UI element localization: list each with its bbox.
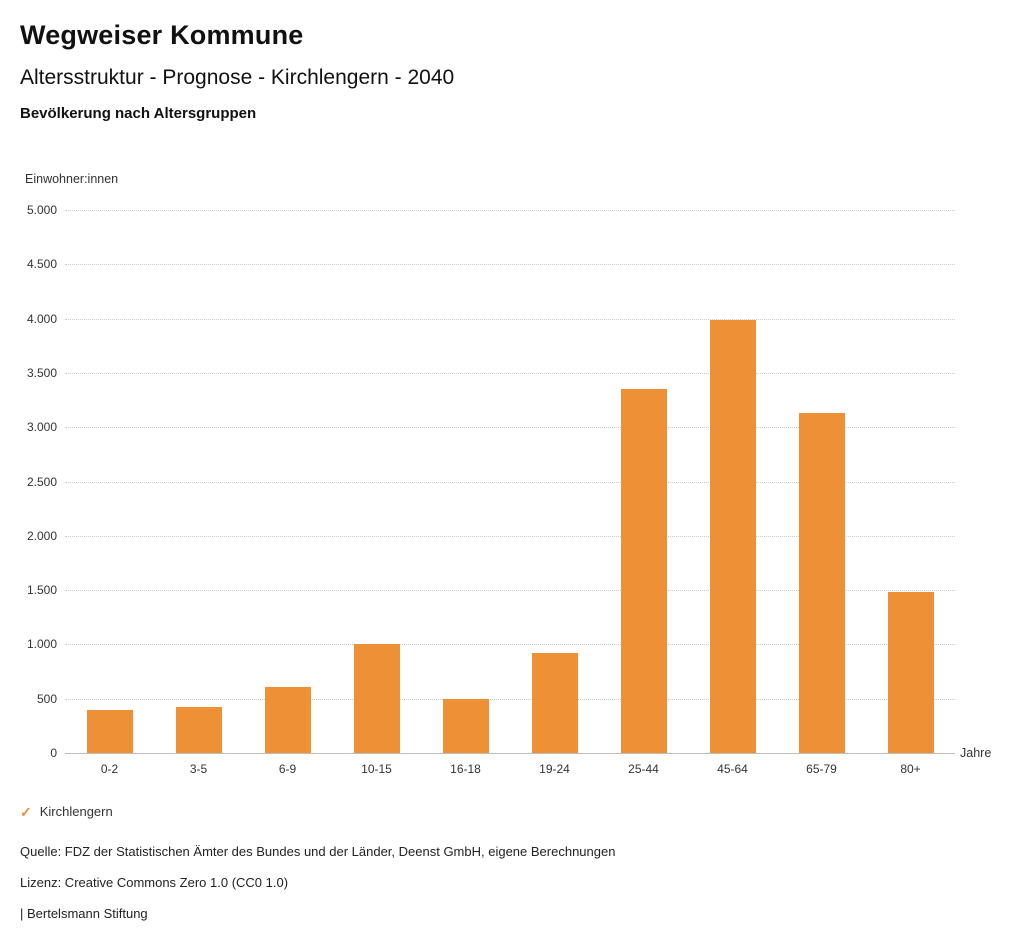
bar-80+[interactable] (887, 592, 934, 753)
y-tick-label: 500 (36, 691, 57, 706)
bar-6-9[interactable] (264, 686, 311, 753)
y-tick-label: 1.000 (26, 637, 57, 652)
grid-line (65, 318, 955, 320)
y-tick-label: 2.500 (26, 474, 57, 489)
x-axis-label: Jahre (960, 746, 992, 760)
y-tick-label: 0 (50, 746, 57, 760)
x-tick-label: 25-44 (628, 762, 659, 776)
x-tick-label: 3-5 (189, 762, 208, 776)
bar-65-79[interactable] (798, 413, 845, 753)
app-title: Wegweiser Kommune (20, 20, 304, 50)
grid-line (65, 210, 955, 211)
y-tick-label: 3.000 (26, 420, 57, 435)
grid-line (65, 535, 955, 537)
y-tick-label: 3.500 (26, 365, 57, 380)
x-tick-label: 6-9 (278, 762, 297, 776)
bar-0-2[interactable] (86, 709, 133, 753)
legend: ✓ Kirchlengern (20, 804, 113, 819)
x-tick-label: 65-79 (806, 762, 837, 776)
x-tick-label: 10-15 (361, 762, 392, 776)
y-tick-label: 1.500 (26, 583, 57, 598)
grid-line (65, 264, 955, 266)
bar-10-15[interactable] (353, 644, 400, 753)
grid-line (65, 372, 955, 374)
grid-line (65, 427, 955, 429)
grid-line (65, 590, 955, 592)
grid-line (65, 481, 955, 483)
grid-line (65, 644, 955, 646)
x-tick-label: 19-24 (539, 762, 570, 776)
page-subtitle: Altersstruktur - Prognose - Kirchlengern… (20, 66, 455, 89)
bar-25-44[interactable] (620, 389, 667, 753)
bar-19-24[interactable] (531, 653, 578, 753)
license-text: Lizenz: Creative Commons Zero 1.0 (CC0 1… (20, 875, 289, 890)
legend-item-label[interactable]: Kirchlengern (39, 804, 113, 819)
x-tick-label: 0-2 (100, 762, 119, 776)
grid-line (65, 698, 955, 700)
attribution-text: | Bertelsmann Stiftung (20, 906, 148, 921)
x-tick-label: 16-18 (450, 762, 481, 776)
grid-line (65, 753, 955, 754)
source-text: Quelle: FDZ der Statistischen Ämter des … (20, 844, 616, 859)
legend-check-icon[interactable]: ✓ (20, 803, 32, 820)
bar-16-18[interactable] (442, 698, 489, 753)
y-tick-label: 2.000 (26, 528, 57, 543)
x-tick-label: 45-64 (717, 762, 748, 776)
x-tick-label: 80+ (900, 762, 921, 776)
bar-3-5[interactable] (175, 707, 222, 753)
bar-45-64[interactable] (709, 319, 756, 753)
y-axis-unit-label: Einwohner:innen (25, 172, 119, 186)
y-tick-label: 4.500 (26, 257, 57, 272)
y-tick-label: 5.000 (26, 203, 57, 217)
chart-title: Bevölkerung nach Altersgruppen (20, 105, 257, 122)
y-tick-label: 4.000 (26, 311, 57, 326)
bar-chart-plot-area: 0 500 1.000 1.500 2.000 2.500 3.000 3.500 4.000 4… (27, 203, 955, 776)
